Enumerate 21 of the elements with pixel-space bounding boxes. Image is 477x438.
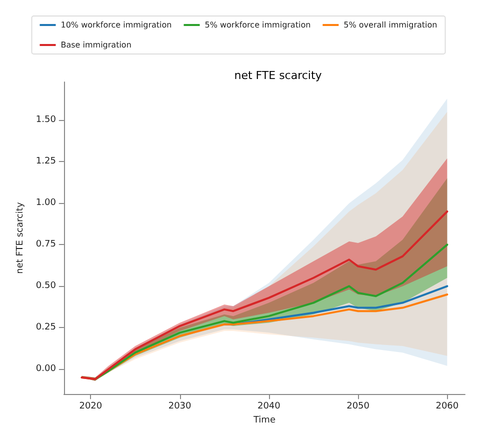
y-tick-label: 1.25 — [36, 156, 56, 167]
x-axis-title: Time — [252, 416, 276, 426]
x-tick-label: 2020 — [79, 402, 102, 412]
y-tick-label: 0.75 — [36, 240, 56, 250]
x-tick-label: 2050 — [346, 402, 370, 412]
y-tick-label: 1.00 — [36, 198, 56, 208]
line-series — [80, 210, 448, 380]
x-tick-label: 2060 — [436, 402, 459, 412]
legend-label: Base immigration — [60, 40, 132, 50]
y-tick-label: 1.50 — [36, 115, 56, 126]
x-tick-label: 2030 — [168, 402, 192, 412]
y-tick-label: 0.00 — [36, 364, 56, 374]
line-series — [94, 244, 448, 380]
y-axis-title: net FTE scarcity — [16, 202, 26, 274]
y-tick-label: 0.25 — [36, 322, 56, 333]
legend-label: 10% workforce immigration — [60, 20, 172, 30]
y-tick-label: 0.50 — [36, 281, 56, 292]
legend-label: 5% overall immigration — [344, 20, 438, 30]
legend-label: 5% workforce immigration — [204, 20, 311, 30]
x-tick-label: 2040 — [257, 402, 281, 412]
chart-title: net FTE scarcity — [234, 69, 322, 82]
